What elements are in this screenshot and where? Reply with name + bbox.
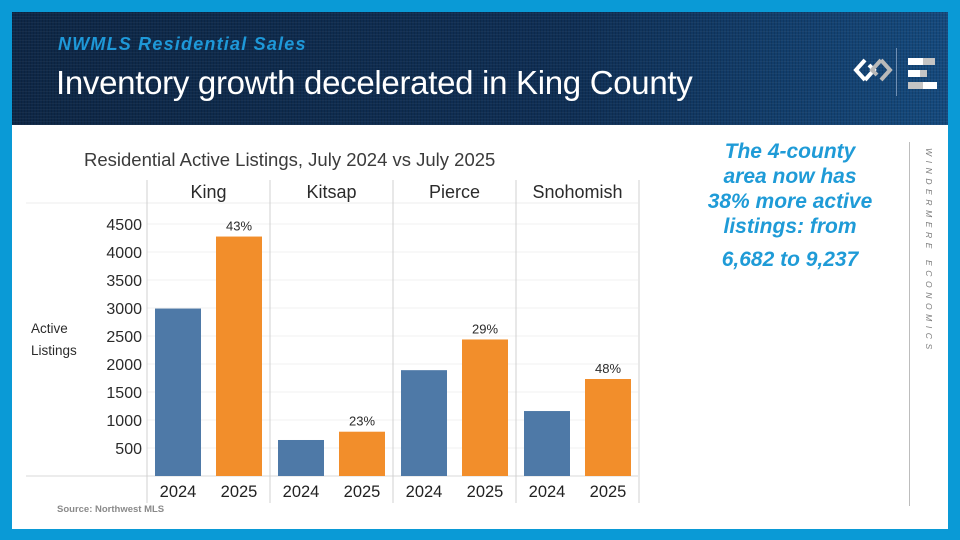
bar-kitsap-2025 (339, 431, 385, 476)
callout-line: listings: from (723, 215, 857, 238)
y-tick-label: 4000 (106, 245, 142, 262)
logo-divider (896, 48, 897, 96)
page-title: Inventory growth decelerated in King Cou… (56, 64, 693, 101)
y-tick-label: 1000 (106, 413, 142, 430)
panel-label-pierce: Pierce (429, 182, 480, 202)
bar-kitsap-2024 (278, 439, 324, 476)
data-label-pct-change: 29% (472, 321, 498, 336)
y-tick-label: 2500 (106, 329, 142, 346)
x-tick-label: 2025 (344, 483, 381, 501)
x-tick-label: 2024 (529, 483, 566, 501)
callout-line: area now has (723, 165, 857, 188)
bar-snohomish-2025 (585, 379, 631, 476)
y-tick-label: 500 (115, 441, 142, 458)
bar-king-2024 (155, 308, 201, 476)
side-divider (909, 142, 910, 506)
callout-numbers: 6,682 to 9,237 (721, 248, 859, 271)
x-tick-label: 2025 (221, 483, 258, 501)
y-axis-label-line2: Listings (31, 343, 77, 358)
y-axis-label-line1: Active (31, 321, 68, 336)
chart-title: Residential Active Listings, July 2024 v… (84, 149, 495, 170)
data-label-pct-change: 48% (595, 361, 621, 376)
y-axis-ticks: 500 1000 1500 2000 2500 3000 3500 4000 4500 (106, 217, 142, 458)
callout-line: The 4-county (724, 140, 856, 163)
x-tick-label: 2024 (160, 483, 197, 501)
bar-king-2025 (216, 236, 262, 476)
data-label-pct-change: 43% (226, 219, 252, 234)
y-tick-label: 1500 (106, 385, 142, 402)
x-tick-label: 2025 (467, 483, 504, 501)
side-brand-label: WINDERMERE ECONOMICS (924, 148, 934, 354)
y-tick-label: 3000 (106, 301, 142, 318)
x-tick-label: 2024 (283, 483, 320, 501)
source-note: Source: Northwest MLS (57, 504, 165, 515)
data-label-pct-change: 23% (349, 414, 375, 429)
bar-pierce-2025 (462, 339, 508, 476)
callout-line: 38% more active (707, 190, 873, 213)
panels: King Kitsap Pierce Snohomish (146, 180, 640, 503)
bar-snohomish-2024 (524, 411, 570, 476)
header-kicker: NWMLS Residential Sales (58, 34, 307, 54)
economics-bars-icon (908, 58, 937, 89)
panel-label-kitsap: Kitsap (306, 182, 356, 202)
x-tick-label: 2024 (406, 483, 443, 501)
panel-label-king: King (190, 182, 226, 202)
bars: 2024 2025 43% 2024 2025 23% 2024 2025 29% 2024 202… (155, 219, 631, 501)
windermere-logo-icon (853, 58, 893, 82)
header-banner: NWMLS Residential Sales Inventory growth… (12, 12, 948, 125)
y-tick-label: 4500 (106, 217, 142, 234)
callout-text: The 4-county area now has 38% more activ… (672, 139, 908, 272)
panel-label-snohomish: Snohomish (532, 182, 622, 202)
y-tick-label: 3500 (106, 273, 142, 290)
y-tick-label: 2000 (106, 357, 142, 374)
x-tick-label: 2025 (590, 483, 627, 501)
bar-pierce-2024 (401, 370, 447, 476)
